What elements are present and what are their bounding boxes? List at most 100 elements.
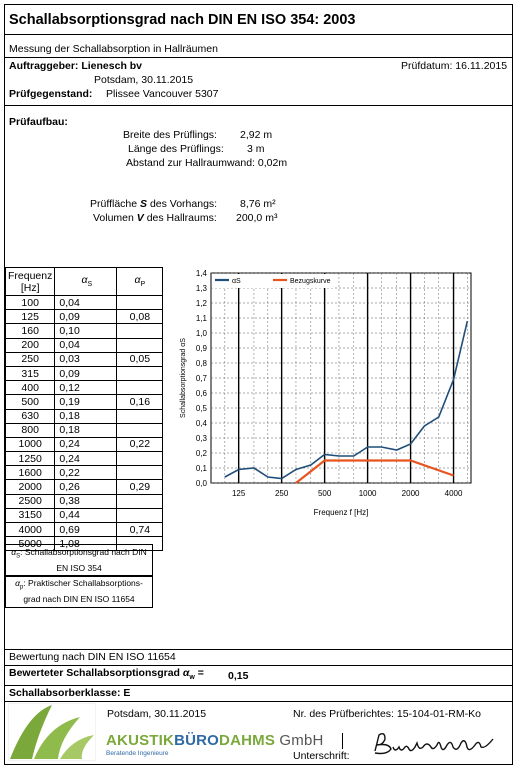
freq-cell: 1600 — [4, 465, 56, 481]
freq-cell: 200 — [4, 337, 56, 353]
freq-cell: 500 — [4, 394, 56, 410]
absorption-table: Frequenz [Hz] αS αP 100 0,04 125 0,09 0,08 160… — [4, 267, 164, 552]
freq-cell: 250 — [4, 351, 56, 367]
y-tick-label: 0,1 — [196, 464, 208, 473]
alpha-s-cell: 0,19 — [54, 394, 118, 410]
table-row: 125 0,09 0,08 — [4, 309, 164, 325]
y-tick-label: 0,2 — [196, 449, 208, 458]
report-frame: Schallabsorptionsgrad nach DIN EN ISO 35… — [4, 4, 513, 765]
table-row: 1250 0,24 — [4, 451, 164, 467]
alpha-s-header: αS — [54, 267, 118, 296]
divider — [342, 733, 343, 749]
alpha-s-cell: 0,18 — [54, 408, 118, 424]
length-value: 3 m — [247, 143, 265, 155]
volume-value: 200,0 m³ — [236, 212, 278, 224]
divider — [5, 685, 512, 686]
alpha-s-cell: 0,03 — [54, 351, 118, 367]
alpha-p-cell — [116, 408, 164, 424]
y-tick-label: 1,1 — [196, 314, 208, 323]
alpha-s-cell: 0,24 — [54, 451, 118, 467]
volume-label: Volumen V des Hallraums: — [93, 212, 217, 224]
freq-cell: 2500 — [4, 493, 56, 509]
alpha-p-cell — [116, 493, 164, 509]
divider — [5, 665, 512, 666]
width-value: 2,92 m — [240, 129, 273, 141]
alpha-s-cell: 0,10 — [54, 323, 118, 339]
y-tick-label: 0,9 — [196, 344, 208, 353]
freq-cell: 100 — [4, 294, 56, 311]
alpha-p-header: αP — [116, 267, 164, 296]
table-row: 1600 0,22 — [4, 465, 164, 481]
x-axis-label: Frequenz f [Hz] — [314, 508, 369, 517]
alpha-p-cell — [116, 323, 164, 339]
rating-value: 0,15 — [228, 670, 249, 682]
y-tick-label: 0,7 — [196, 374, 208, 383]
freq-header: Frequenz [Hz] — [4, 267, 56, 296]
divider — [5, 701, 512, 702]
alpha-p-cell — [116, 365, 164, 382]
alpha-s-cell: 0,44 — [54, 507, 118, 524]
table-row: 400 0,12 — [4, 380, 164, 396]
alpha-s-cell: 0,04 — [54, 294, 118, 311]
alpha-p-cell: 0,22 — [116, 436, 164, 453]
company-logo-graphic — [8, 703, 96, 761]
freq-cell: 5000 — [4, 536, 56, 552]
freq-cell: 125 — [4, 309, 56, 325]
alpha-p-cell — [116, 422, 164, 438]
x-tick-label: 2000 — [402, 489, 420, 498]
alpha-s-cell: 0,38 — [54, 493, 118, 509]
alpha-s-cell: 0,04 — [54, 337, 118, 353]
y-tick-label: 0,5 — [196, 404, 208, 413]
alpha-p-cell — [116, 380, 164, 396]
x-tick-label: 1000 — [359, 489, 377, 498]
x-tick-label: 4000 — [445, 489, 463, 498]
alpha-p-note: αp: Praktischer Schallabsorptions-grad n… — [5, 575, 153, 608]
series-line-alpha-s — [224, 320, 469, 480]
report-number: Nr. des Prüfberichtes: 15-104-01-RM-Ko — [293, 708, 481, 720]
signature — [374, 732, 494, 755]
client-location-date: Potsdam, 30.11.2015 — [94, 74, 194, 86]
alpha-s-cell: 0,24 — [54, 436, 118, 453]
alpha-p-cell: 0,05 — [116, 351, 164, 367]
y-tick-label: 0,0 — [196, 479, 208, 488]
alpha-s-cell: 0,69 — [54, 521, 118, 538]
alpha-p-cell: 0,29 — [116, 479, 164, 495]
freq-cell: 1000 — [4, 436, 56, 453]
y-tick-label: 1,2 — [196, 299, 208, 308]
x-tick-label: 250 — [275, 489, 289, 498]
legend-label: Bezugskurve — [290, 278, 331, 285]
freq-cell: 400 — [4, 380, 56, 396]
y-axis-label: Schallabsorptionsgrad αS — [180, 338, 187, 418]
test-date: Prüfdatum: 16.11.2015 — [401, 60, 508, 72]
divider — [5, 649, 512, 650]
freq-cell: 2000 — [4, 479, 56, 495]
absorber-class: Schallabsorberklasse: E — [9, 687, 131, 699]
y-tick-label: 0,8 — [196, 359, 208, 368]
table-row: 160 0,10 — [4, 323, 164, 339]
freq-cell: 3150 — [4, 507, 56, 524]
y-tick-label: 1,4 — [196, 269, 208, 278]
alpha-s-note: αS: Schallabsorptionsgrad nach DIN EN IS… — [5, 544, 153, 577]
footer-place-date: Potsdam, 30.11.2015 — [107, 708, 207, 720]
alpha-s-cell: 0,26 — [54, 479, 118, 495]
table-row: 250 0,03 0,05 — [4, 351, 164, 367]
divider — [5, 57, 512, 58]
rating-label: Bewerteter Schallabsorptionsgrad αw = — [9, 667, 204, 682]
length-label: Länge des Prüflings: — [128, 143, 224, 155]
alpha-p-cell — [116, 451, 164, 467]
area-label: Prüffläche S des Vorhangs: — [90, 198, 218, 210]
y-tick-label: 1,3 — [196, 284, 208, 293]
distance-line: Abstand zur Hallraumwand: 0,02m — [126, 157, 288, 169]
x-tick-label: 125 — [232, 489, 246, 498]
y-tick-label: 0,6 — [196, 389, 208, 398]
y-tick-label: 1,0 — [196, 329, 208, 338]
alpha-p-cell — [116, 337, 164, 353]
report-subtitle: Messung der Schallabsorption in Hallräum… — [9, 43, 218, 55]
alpha-s-cell: 0,09 — [54, 365, 118, 382]
width-label: Breite des Prüflings: — [123, 129, 217, 141]
alpha-p-cell — [116, 507, 164, 524]
alpha-p-cell: 0,74 — [116, 521, 164, 538]
freq-cell: 160 — [4, 323, 56, 339]
table-row: 200 0,04 — [4, 337, 164, 353]
area-value: 8,76 m² — [240, 198, 276, 210]
